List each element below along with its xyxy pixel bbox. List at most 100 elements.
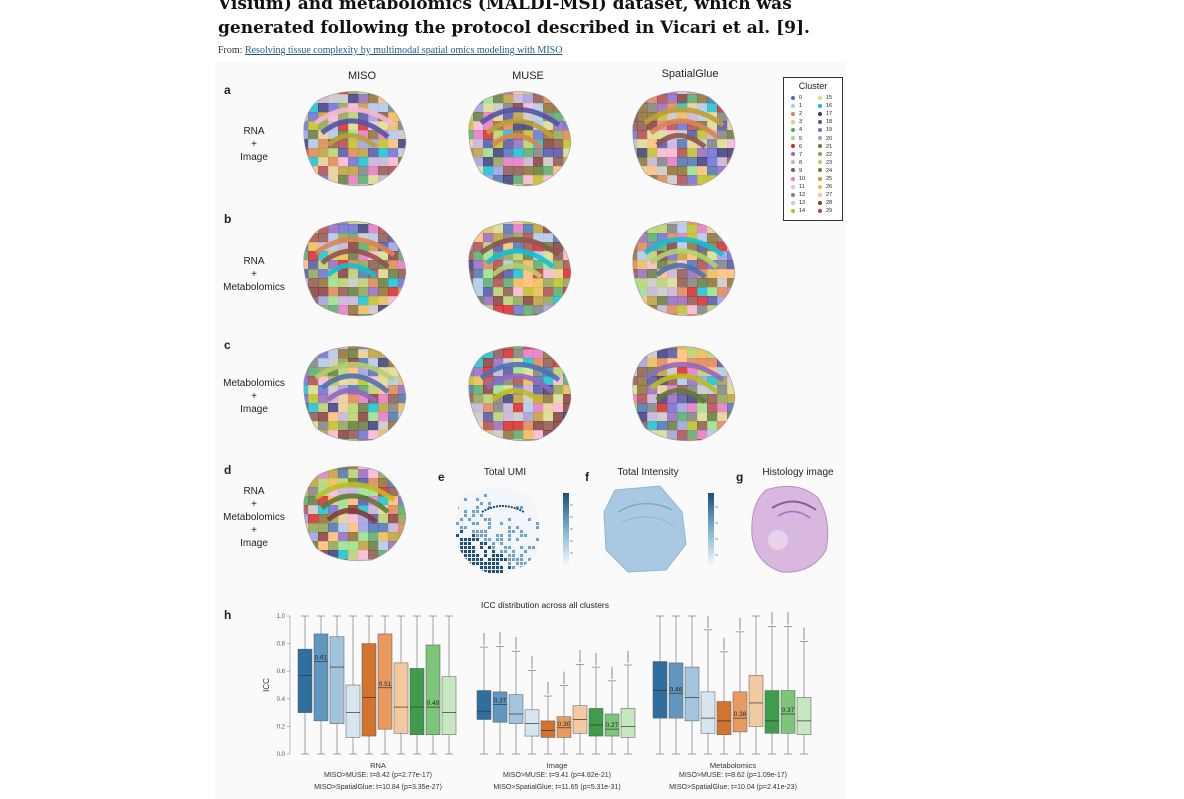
row-label-line: + — [251, 139, 257, 150]
legend-item: 13 — [791, 200, 805, 206]
box — [377, 633, 393, 730]
legend-label: 19 — [826, 127, 833, 134]
outlier — [498, 640, 501, 643]
outlier — [547, 688, 550, 691]
median-annotation: 0.46 — [670, 686, 683, 693]
box — [588, 708, 604, 737]
legend-item: 5 — [791, 136, 802, 142]
box — [732, 691, 748, 733]
outlier — [531, 658, 534, 661]
box — [345, 684, 361, 738]
legend-label: 23 — [826, 159, 833, 166]
total-intensity-map — [603, 485, 687, 573]
outlier — [563, 675, 566, 678]
legend-color-dot — [818, 103, 822, 108]
outlier — [611, 668, 614, 671]
outlier — [515, 641, 518, 644]
outlier — [498, 636, 501, 639]
cluster-map-d-miso — [303, 466, 407, 562]
legend-label: 27 — [826, 192, 833, 199]
legend-color-dot — [791, 119, 795, 124]
outlier — [482, 632, 485, 635]
outlier — [723, 648, 726, 651]
panel-e-title: Total UMI — [483, 467, 527, 478]
median-annotation: 0.37 — [782, 707, 795, 714]
total-umi-map — [455, 487, 540, 574]
outlier — [611, 672, 614, 675]
legend-label: 9 — [799, 167, 803, 174]
outlier — [579, 650, 582, 653]
legend-label: 5 — [799, 135, 803, 142]
stat-test-label: MISO>SpatialGlue: t=10.04 (p=2.41e-23) — [669, 784, 797, 791]
row-label-rna-metabolomics: RNA + Metabolomics — [214, 255, 294, 294]
stat-test-label: MISO>SpatialGlue: t=10.84 (p=3.35e-27) — [314, 784, 442, 791]
outlier — [723, 639, 726, 642]
panel-g-title: Histology image — [762, 467, 834, 478]
outlier — [707, 623, 710, 626]
outlier — [627, 650, 630, 653]
legend-label: 0 — [799, 95, 803, 101]
outlier — [627, 652, 630, 655]
stat-test-label: MISO>MUSE: t=8.62 (p=1.09e-17) — [679, 772, 787, 779]
source-article-link[interactable]: Resolving tissue complexity by multimoda… — [244, 45, 563, 56]
group-label: Image — [547, 761, 568, 770]
outlier — [803, 627, 806, 630]
legend-color-dot — [791, 144, 795, 149]
outlier — [739, 626, 742, 629]
outlier — [579, 654, 582, 657]
legend-color-dot — [818, 95, 822, 100]
y-tick-label: 0.6 — [277, 669, 286, 675]
row-label-line: + — [251, 269, 257, 280]
group-label: RNA — [370, 761, 386, 770]
legend-label: 16 — [826, 103, 833, 110]
legend-color-dot — [818, 192, 822, 197]
panel-letter-g: g — [736, 470, 744, 484]
legend-color-dot — [791, 168, 795, 173]
box — [780, 690, 796, 734]
legend-color-dot — [818, 119, 822, 124]
box — [620, 708, 636, 738]
outlier — [498, 632, 501, 635]
outlier — [531, 660, 534, 663]
row-label-line: + — [251, 525, 257, 536]
cluster-map-b-spatialglue — [632, 221, 736, 317]
legend-item: 23 — [818, 160, 832, 166]
box — [716, 701, 732, 735]
outlier — [498, 638, 501, 641]
outlier — [611, 675, 614, 678]
outlier — [787, 620, 790, 623]
box — [425, 644, 441, 735]
median-annotation: 0.61 — [315, 655, 328, 662]
legend-color-dot — [791, 95, 795, 100]
outlier — [771, 614, 774, 617]
box — [508, 694, 524, 724]
column-header-spatialglue: SpatialGlue — [661, 68, 719, 80]
source-line: From: Resolving tissue complexity by mul… — [218, 45, 562, 56]
outlier — [611, 666, 614, 669]
outlier — [547, 692, 550, 695]
box — [441, 676, 457, 735]
box — [668, 662, 684, 719]
row-label-line: Image — [240, 404, 268, 415]
legend-item: 2 — [791, 111, 802, 117]
panel-letter-f: f — [585, 470, 589, 484]
legend-item: 12 — [791, 192, 805, 198]
row-label-line: Metabolomics — [223, 512, 285, 523]
outlier — [498, 634, 501, 637]
legend-item: 14 — [791, 208, 805, 214]
outlier — [595, 659, 598, 662]
panel-letter-d: d — [224, 463, 232, 477]
row-label-line: Image — [240, 538, 268, 549]
row-label-line: Image — [240, 152, 268, 163]
legend-label: 20 — [826, 135, 833, 142]
panel-letter-a: a — [224, 83, 231, 97]
legend-color-dot — [818, 176, 822, 181]
outlier — [563, 673, 566, 676]
outlier — [707, 617, 710, 620]
outlier — [531, 664, 534, 667]
outlier — [707, 626, 710, 629]
outlier — [739, 617, 742, 620]
outlier — [531, 656, 534, 659]
box — [492, 691, 508, 723]
legend-item: 10 — [791, 176, 805, 182]
